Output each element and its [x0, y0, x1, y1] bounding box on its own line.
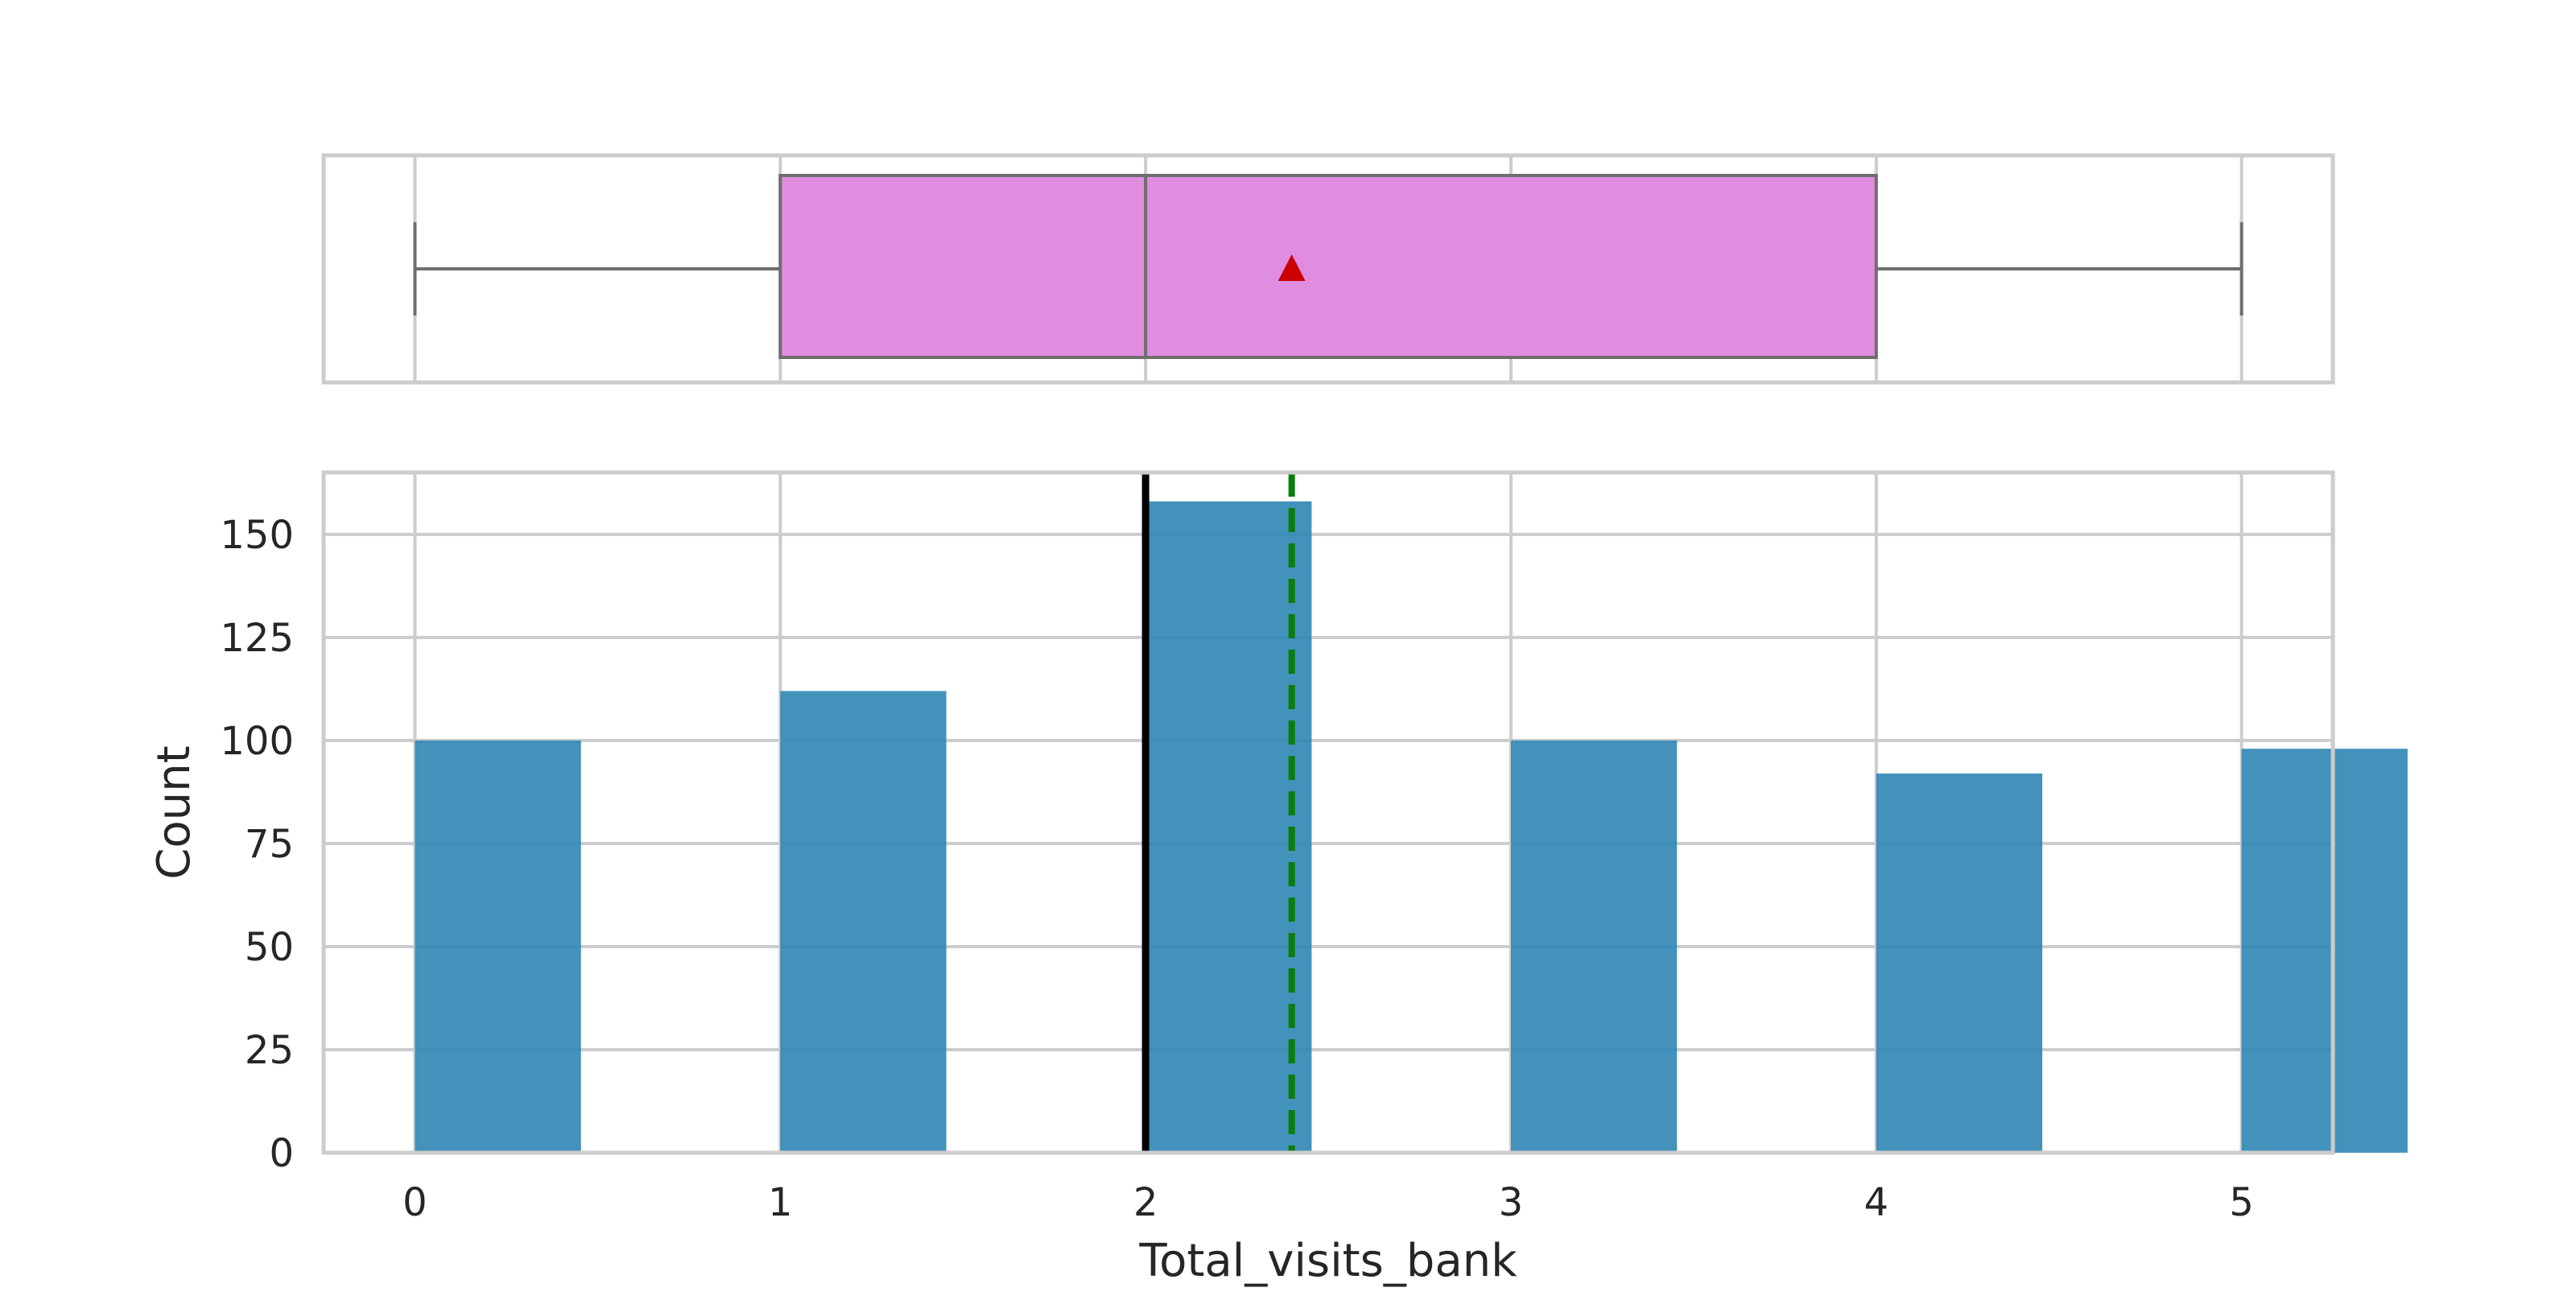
y-tick-label: 75 [245, 822, 294, 867]
y-axis-label: Count [148, 745, 200, 879]
y-tick-label: 50 [245, 925, 294, 970]
histogram-bar [415, 740, 581, 1153]
histogram-bar [780, 691, 947, 1153]
x-tick-label: 3 [1499, 1180, 1524, 1225]
x-tick-label: 4 [1864, 1180, 1889, 1225]
y-tick-label: 125 [220, 616, 294, 661]
histogram-bar [1146, 501, 1312, 1153]
y-tick-label: 0 [269, 1131, 294, 1176]
boxplot-panel [321, 153, 2335, 385]
x-tick-label: 0 [402, 1180, 427, 1225]
x-tick-label: 5 [2229, 1180, 2254, 1225]
histogram-bar [1510, 740, 1678, 1153]
boxplot-frame [321, 153, 2335, 385]
histogram-bar [2241, 749, 2408, 1153]
x-tick-label: 2 [1133, 1180, 1158, 1225]
x-tick-label: 1 [768, 1180, 793, 1225]
y-tick-label: 100 [220, 719, 294, 764]
y-tick-label: 25 [245, 1028, 294, 1073]
y-tick-label: 150 [220, 513, 294, 558]
boxplot-mean-marker [1278, 254, 1306, 281]
boxplot-iqr-box [778, 174, 1878, 359]
x-axis-label: Total_visits_bank [1138, 1235, 1517, 1287]
histogram-bar [1876, 773, 2042, 1153]
histogram-panel: 0 25 50 75 100 125 150 0 1 2 3 4 5 Total_visits_bank C… [148, 470, 2408, 1287]
histogram-frame [321, 470, 2335, 1155]
